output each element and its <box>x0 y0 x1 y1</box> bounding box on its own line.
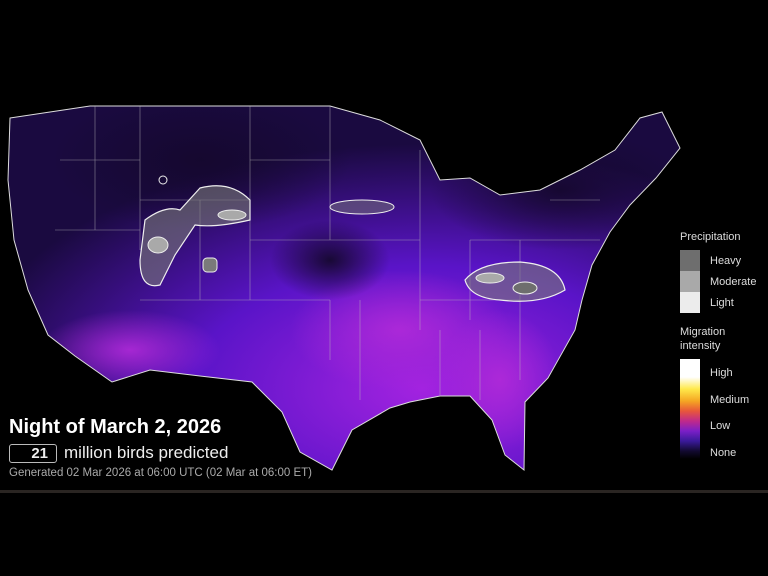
birds-count: 21 <box>9 443 57 463</box>
level-medium: Medium <box>710 393 750 406</box>
legend-moderate: Moderate <box>680 271 756 292</box>
migration-map <box>0 83 768 493</box>
legend-heavy: Heavy <box>680 250 756 271</box>
intensity-color-ramp <box>680 359 700 459</box>
legend: Precipitation Heavy Moderate Light Migra… <box>680 230 756 459</box>
us-map <box>7 105 681 471</box>
moderate-label: Moderate <box>710 275 757 288</box>
generated-timestamp: Generated 02 Mar 2026 at 06:00 UTC (02 M… <box>9 467 312 479</box>
level-none: None <box>710 446 737 459</box>
moderate-swatch <box>680 271 700 292</box>
birds-predicted: 21 million birds predicted <box>9 443 228 463</box>
birds-label: million birds predicted <box>64 443 229 462</box>
light-swatch <box>680 292 700 313</box>
light-label: Light <box>710 296 734 309</box>
migration-legend-title: Migration intensity <box>680 326 726 352</box>
map-title: Night of March 2, 2026 <box>9 416 222 438</box>
migration-intensity-scale: High Medium Low None <box>680 359 756 459</box>
heavy-label: Heavy <box>710 254 742 267</box>
level-high: High <box>710 367 733 379</box>
legend-light: Light <box>680 292 756 313</box>
precipitation-legend-title: Precipitation <box>680 231 741 243</box>
level-low: Low <box>710 420 731 433</box>
heavy-swatch <box>680 250 700 271</box>
precipitation-areas <box>139 175 566 302</box>
